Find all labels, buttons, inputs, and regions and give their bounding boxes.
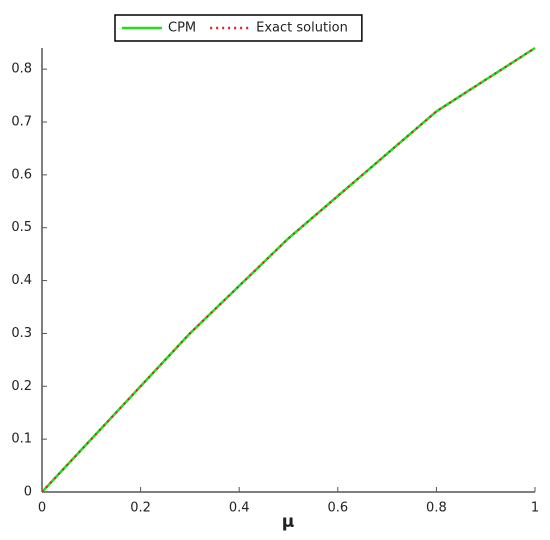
x-tick-label: 0.2 (130, 501, 151, 516)
series-line (41, 47, 536, 493)
legend: CPM Exact solution (114, 14, 363, 42)
y-tick-label: 0 (24, 485, 32, 500)
series-line (41, 46, 536, 493)
y-tick-label: 0.6 (11, 167, 32, 182)
legend-label: Exact solution (256, 21, 348, 36)
y-tick-label: 0.7 (11, 115, 32, 130)
x-tick-label: 0.6 (327, 501, 348, 516)
y-tick-label: 0.2 (11, 379, 32, 394)
y-tick-label: 0.1 (11, 432, 32, 447)
x-axis-label: μ (282, 512, 295, 532)
x-tick-label: 0 (38, 501, 46, 516)
y-tick-label: 0.3 (11, 326, 32, 341)
y-tick-label: 0.4 (11, 273, 32, 288)
legend-label: CPM (168, 21, 196, 36)
y-tick-label: 0.5 (11, 220, 32, 235)
y-tick-label: 0.8 (11, 62, 32, 77)
x-tick-label: 1 (531, 501, 539, 516)
x-tick-label: 0.8 (426, 501, 447, 516)
x-tick-label: 0.4 (229, 501, 250, 516)
